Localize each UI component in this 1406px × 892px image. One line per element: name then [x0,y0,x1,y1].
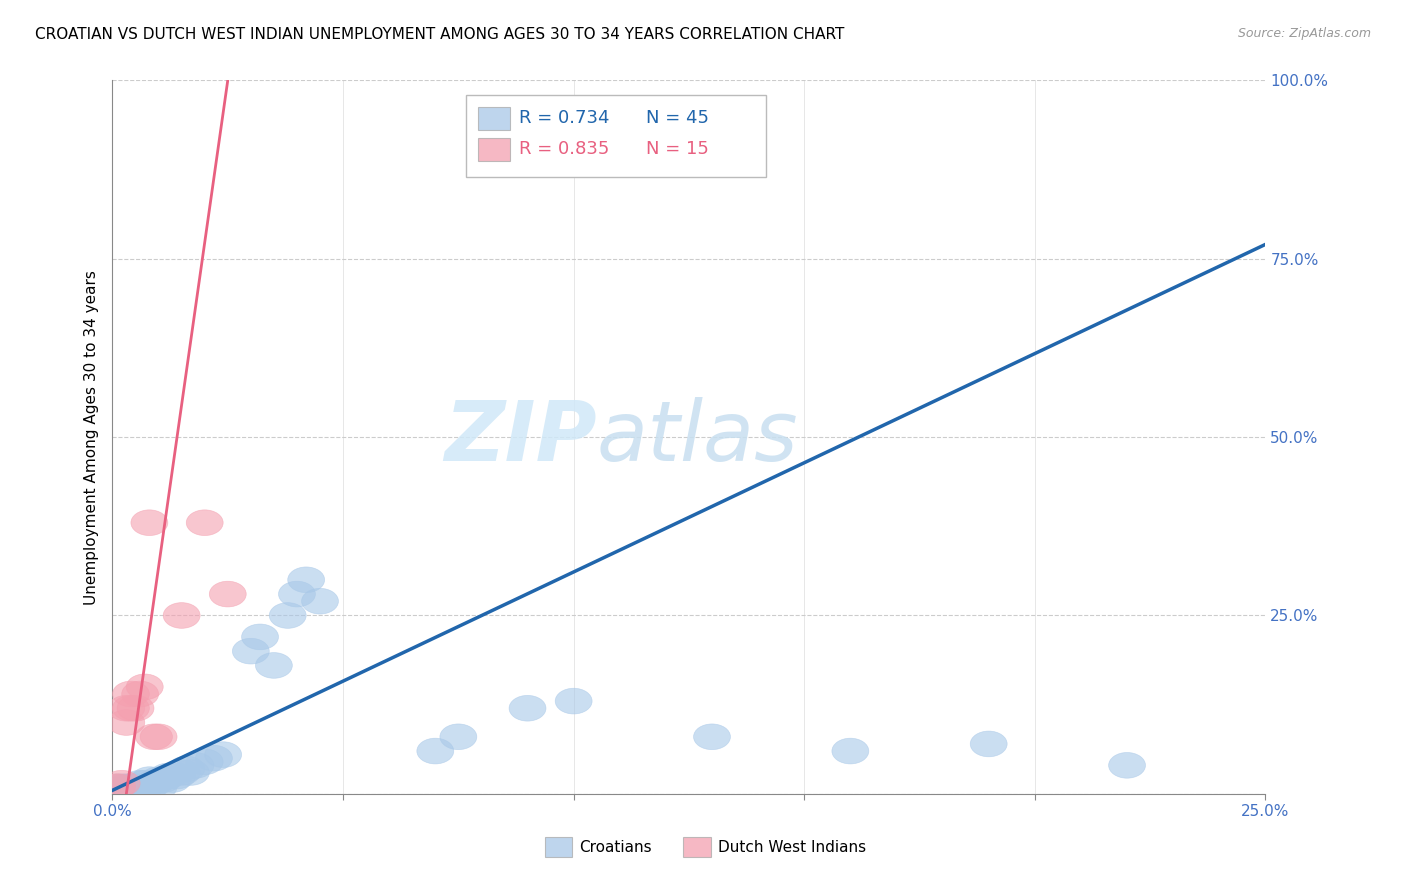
Text: N = 45: N = 45 [647,109,709,127]
Text: Source: ZipAtlas.com: Source: ZipAtlas.com [1237,27,1371,40]
Y-axis label: Unemployment Among Ages 30 to 34 years: Unemployment Among Ages 30 to 34 years [83,269,98,605]
Text: Croatians: Croatians [579,840,652,855]
Bar [478,138,510,161]
Text: atlas: atlas [596,397,799,477]
Bar [683,838,711,856]
Bar [467,95,766,177]
Text: Dutch West Indians: Dutch West Indians [718,840,866,855]
Text: N = 15: N = 15 [647,141,709,159]
Bar [478,107,510,129]
Bar [546,838,572,856]
Text: R = 0.835: R = 0.835 [519,141,610,159]
Text: CROATIAN VS DUTCH WEST INDIAN UNEMPLOYMENT AMONG AGES 30 TO 34 YEARS CORRELATION: CROATIAN VS DUTCH WEST INDIAN UNEMPLOYME… [35,27,845,42]
Text: R = 0.734: R = 0.734 [519,109,610,127]
Text: ZIP: ZIP [444,397,596,477]
